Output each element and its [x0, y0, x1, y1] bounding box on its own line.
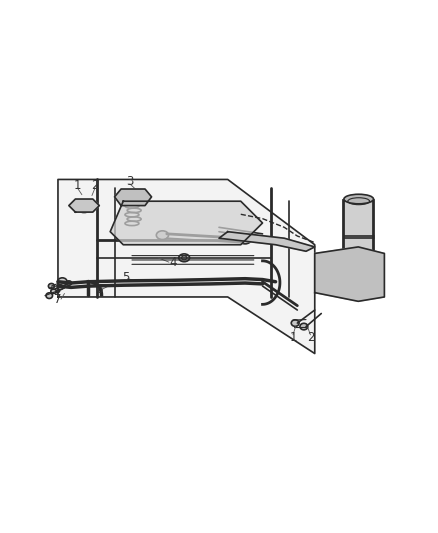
- Text: 3: 3: [126, 175, 134, 188]
- Ellipse shape: [179, 254, 190, 262]
- Polygon shape: [69, 199, 99, 212]
- Ellipse shape: [75, 201, 80, 206]
- Ellipse shape: [54, 288, 60, 293]
- Polygon shape: [315, 247, 385, 301]
- Ellipse shape: [51, 289, 57, 294]
- Ellipse shape: [125, 191, 143, 204]
- Ellipse shape: [57, 285, 63, 289]
- Text: 4: 4: [170, 256, 177, 269]
- Text: 7: 7: [54, 293, 62, 305]
- Ellipse shape: [66, 281, 72, 285]
- Ellipse shape: [48, 284, 54, 289]
- Polygon shape: [110, 201, 262, 245]
- Polygon shape: [58, 180, 315, 353]
- Ellipse shape: [341, 259, 376, 289]
- Text: 1: 1: [74, 180, 81, 192]
- Ellipse shape: [344, 194, 374, 204]
- Ellipse shape: [83, 201, 88, 206]
- Ellipse shape: [291, 320, 299, 326]
- Text: 1: 1: [289, 330, 297, 343]
- Text: 5: 5: [122, 271, 129, 284]
- Ellipse shape: [300, 324, 308, 330]
- Ellipse shape: [57, 278, 67, 286]
- Text: 2: 2: [307, 330, 314, 343]
- Ellipse shape: [156, 231, 169, 239]
- Ellipse shape: [131, 194, 140, 201]
- Ellipse shape: [239, 235, 251, 244]
- Ellipse shape: [46, 293, 53, 298]
- Ellipse shape: [352, 268, 365, 279]
- Ellipse shape: [77, 203, 92, 213]
- Polygon shape: [115, 189, 152, 206]
- Text: 6: 6: [95, 282, 103, 296]
- Text: 2: 2: [91, 180, 99, 192]
- Ellipse shape: [346, 263, 370, 285]
- FancyBboxPatch shape: [343, 200, 373, 276]
- Polygon shape: [219, 232, 315, 251]
